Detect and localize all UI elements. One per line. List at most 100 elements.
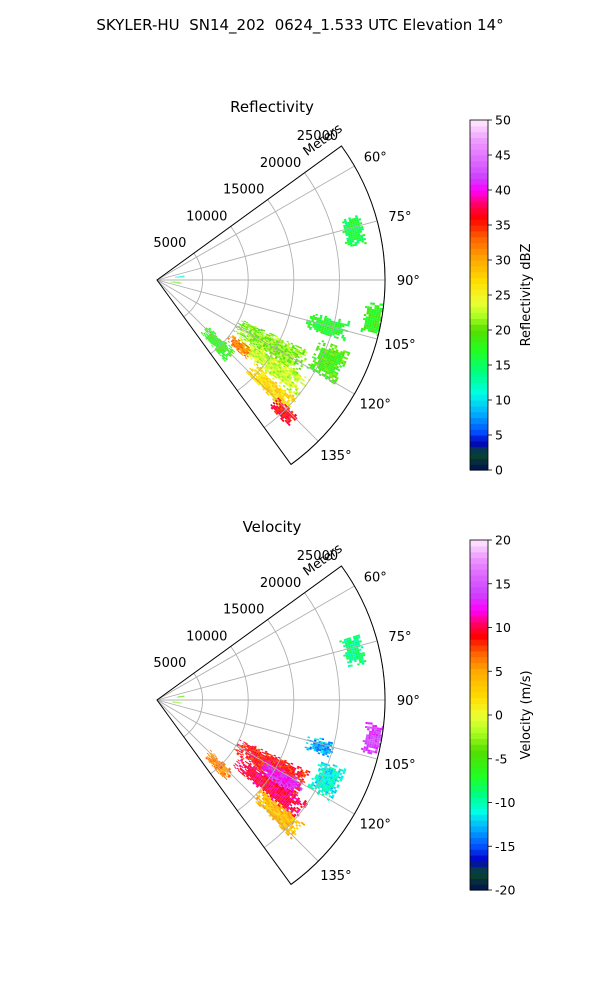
echo-cell — [334, 350, 338, 354]
echo-cell — [218, 353, 222, 357]
echo-cell — [326, 773, 330, 776]
echo-cell — [274, 801, 278, 804]
echo-cell — [275, 371, 279, 374]
echo-cell — [364, 241, 367, 245]
echo-cell — [257, 335, 260, 338]
echo-cell — [215, 341, 218, 344]
echo-cell — [330, 367, 334, 370]
echo-cell — [245, 339, 249, 342]
echo-cell — [260, 369, 264, 372]
echo-cell — [325, 742, 329, 745]
echo-cell — [213, 762, 216, 766]
echo-cell — [347, 661, 350, 664]
echo-cell — [351, 658, 355, 661]
echo-cell — [325, 321, 329, 324]
echo-cell — [258, 358, 262, 361]
echo-cell — [216, 763, 219, 766]
echo-cell — [270, 344, 274, 347]
echo-cell — [327, 355, 331, 359]
echo-cell — [317, 364, 321, 368]
echo-cell — [334, 363, 338, 366]
echo-cell — [326, 369, 330, 373]
echo-cell — [261, 357, 265, 361]
echo-cell — [220, 339, 223, 342]
echo-cell — [207, 338, 211, 341]
echo-cell — [246, 774, 250, 777]
echo-cell — [257, 763, 261, 766]
echo-cell — [288, 820, 292, 824]
echo-cell — [277, 773, 281, 777]
echo-cell — [272, 790, 276, 794]
echo-cell — [287, 362, 291, 366]
echo-cell — [287, 357, 291, 361]
echo-cell — [375, 733, 379, 737]
echo-cell — [296, 783, 300, 786]
echo-cell — [292, 376, 296, 379]
echo-cell — [302, 775, 306, 778]
echo-cell — [317, 752, 321, 755]
echo-cell — [253, 376, 256, 380]
echo-cell — [337, 333, 340, 336]
echo-cell — [291, 356, 295, 359]
echo-cell — [262, 387, 265, 391]
echo-cell — [298, 782, 302, 785]
echo-cell — [254, 335, 258, 338]
echo-cell — [375, 315, 379, 319]
echo-cell — [288, 361, 292, 364]
echo-cell — [231, 351, 234, 355]
echo-cell — [260, 768, 264, 771]
echo-cell — [285, 824, 289, 828]
echo-cell — [250, 353, 253, 356]
echo-cell — [222, 353, 225, 357]
echo-cell — [282, 347, 286, 351]
echo-cell — [329, 358, 333, 362]
echo-cell — [259, 756, 262, 759]
echo-cell — [259, 335, 263, 338]
echo-cell — [293, 802, 297, 806]
echo-cell — [246, 745, 250, 748]
echo-cell — [315, 348, 319, 352]
echo-cell — [293, 369, 297, 373]
echo-cell — [341, 641, 345, 644]
echo-cell — [277, 756, 281, 759]
echo-cell — [368, 745, 372, 748]
echo-cell — [257, 779, 260, 783]
echo-cell — [177, 703, 180, 704]
echo-cell — [241, 761, 245, 764]
echo-cell — [205, 327, 208, 330]
echo-cell — [354, 229, 357, 233]
echo-cell — [258, 342, 261, 345]
echo-cell — [286, 782, 290, 785]
echo-cell — [287, 776, 291, 779]
echo-cell — [275, 756, 278, 759]
echo-cell — [285, 343, 288, 346]
echo-cell — [275, 394, 279, 398]
echo-cell — [274, 409, 278, 413]
echo-cell — [286, 803, 290, 807]
echo-cell — [264, 346, 267, 349]
echo-cell — [332, 764, 336, 767]
echo-cell — [304, 799, 308, 803]
echo-cell — [286, 765, 290, 768]
echo-cell — [367, 722, 371, 725]
radial-tick-label: 25000 — [297, 549, 338, 564]
echo-cell — [242, 764, 245, 767]
echo-cell — [262, 793, 266, 796]
echo-cell — [283, 819, 286, 823]
echo-cell — [227, 349, 230, 352]
echo-cell — [353, 237, 357, 241]
echo-cell — [278, 362, 282, 366]
echo-cell — [283, 350, 287, 353]
echo-cell — [280, 762, 284, 765]
echo-cell — [286, 799, 290, 803]
echo-cell — [287, 344, 291, 347]
echo-cell — [297, 765, 300, 768]
echo-cell — [290, 342, 294, 345]
echo-cell — [308, 783, 311, 787]
echo-cell — [182, 275, 185, 277]
echo-cell — [277, 351, 281, 354]
echo-cell — [247, 328, 250, 331]
echo-cell — [276, 353, 280, 357]
echo-cell — [287, 366, 291, 370]
echo-cell — [362, 750, 366, 753]
